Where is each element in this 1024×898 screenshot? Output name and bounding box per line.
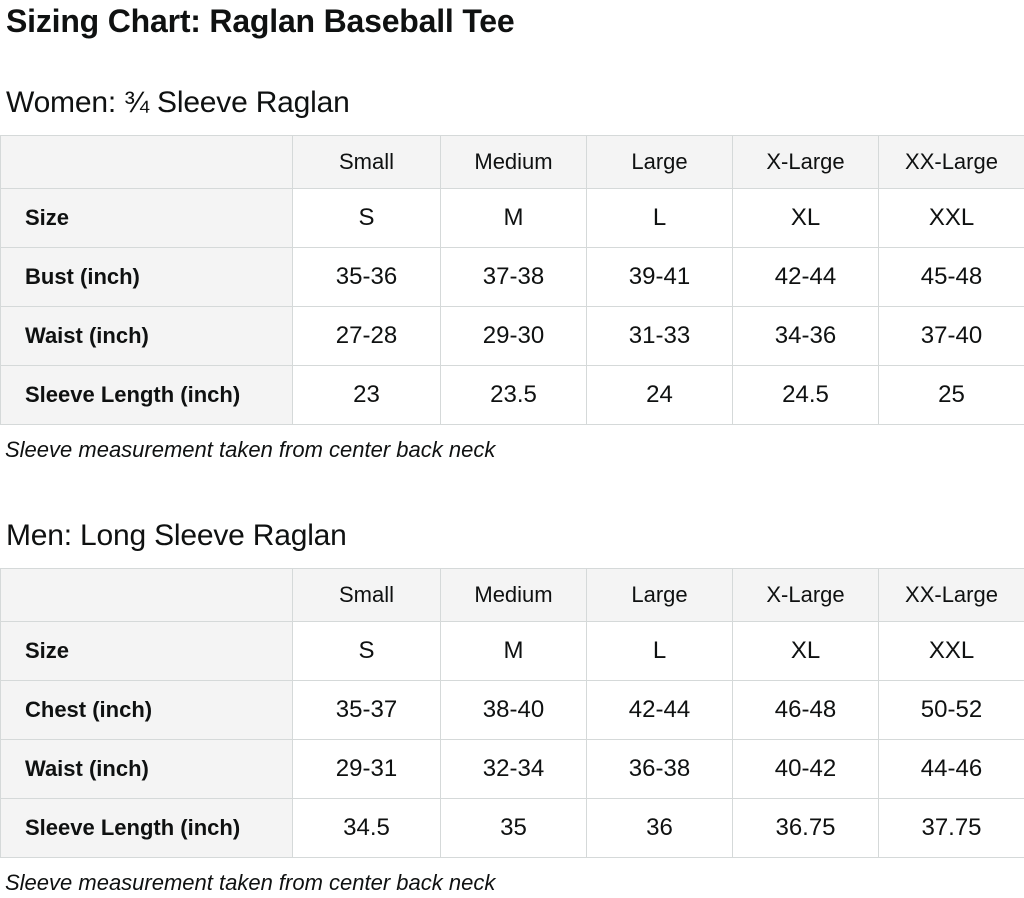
table-cell: 27-28 bbox=[292, 306, 441, 366]
table-cell: S bbox=[292, 188, 441, 248]
table-cell: 50-52 bbox=[878, 680, 1024, 740]
column-header-small: Small bbox=[292, 568, 441, 622]
women-heading: Women: ¾ Sleeve Raglan bbox=[6, 86, 350, 119]
table-cell: L bbox=[586, 621, 733, 681]
table-cell: 36 bbox=[586, 798, 733, 858]
table-cell: 37-40 bbox=[878, 306, 1024, 366]
table-cell: 36-38 bbox=[586, 739, 733, 799]
page-title: Sizing Chart: Raglan Baseball Tee bbox=[6, 3, 515, 39]
table-cell: 34.5 bbox=[292, 798, 441, 858]
column-header-blank bbox=[0, 135, 293, 189]
women-sleeve-row: Sleeve Length (inch) 23 23.5 24 24.5 25 bbox=[0, 365, 1024, 425]
table-cell: 29-31 bbox=[292, 739, 441, 799]
table-cell: 44-46 bbox=[878, 739, 1024, 799]
table-cell: 37.75 bbox=[878, 798, 1024, 858]
men-chest-row: Chest (inch) 35-37 38-40 42-44 46-48 50-… bbox=[0, 680, 1024, 740]
table-cell: 46-48 bbox=[732, 680, 879, 740]
women-header-row: Small Medium Large X-Large XX-Large bbox=[0, 135, 1024, 189]
row-label: Bust (inch) bbox=[0, 247, 293, 307]
column-header-xxlarge: XX-Large bbox=[878, 135, 1024, 189]
table-cell: 38-40 bbox=[440, 680, 587, 740]
women-section: Women: ¾ Sleeve Raglan Small Medium Larg… bbox=[0, 85, 1024, 463]
table-cell: XL bbox=[732, 188, 879, 248]
column-header-xlarge: X-Large bbox=[732, 568, 879, 622]
row-label: Size bbox=[0, 188, 293, 248]
men-size-row: Size S M L XL XXL bbox=[0, 621, 1024, 681]
table-cell: 23.5 bbox=[440, 365, 587, 425]
column-header-large: Large bbox=[586, 568, 733, 622]
table-cell: XXL bbox=[878, 621, 1024, 681]
row-label: Size bbox=[0, 621, 293, 681]
table-cell: S bbox=[292, 621, 441, 681]
women-size-row: Size S M L XL XXL bbox=[0, 188, 1024, 248]
table-cell: XL bbox=[732, 621, 879, 681]
row-label: Waist (inch) bbox=[0, 306, 293, 366]
column-header-blank bbox=[0, 568, 293, 622]
table-cell: 40-42 bbox=[732, 739, 879, 799]
men-size-table: Small Medium Large X-Large XX-Large Size… bbox=[0, 568, 1024, 858]
row-label: Waist (inch) bbox=[0, 739, 293, 799]
table-cell: 34-36 bbox=[732, 306, 879, 366]
table-cell: XXL bbox=[878, 188, 1024, 248]
men-waist-row: Waist (inch) 29-31 32-34 36-38 40-42 44-… bbox=[0, 739, 1024, 799]
table-cell: L bbox=[586, 188, 733, 248]
table-cell: 37-38 bbox=[440, 247, 587, 307]
table-cell: 35-37 bbox=[292, 680, 441, 740]
table-cell: 42-44 bbox=[586, 680, 733, 740]
table-cell: 23 bbox=[292, 365, 441, 425]
table-cell: M bbox=[440, 621, 587, 681]
table-cell: 31-33 bbox=[586, 306, 733, 366]
column-header-medium: Medium bbox=[440, 135, 587, 189]
table-cell: M bbox=[440, 188, 587, 248]
table-cell: 35-36 bbox=[292, 247, 441, 307]
men-heading: Men: Long Sleeve Raglan bbox=[6, 519, 347, 552]
women-size-table: Small Medium Large X-Large XX-Large Size… bbox=[0, 135, 1024, 425]
table-cell: 24.5 bbox=[732, 365, 879, 425]
column-header-xxlarge: XX-Large bbox=[878, 568, 1024, 622]
row-label: Sleeve Length (inch) bbox=[0, 365, 293, 425]
table-cell: 36.75 bbox=[732, 798, 879, 858]
table-cell: 39-41 bbox=[586, 247, 733, 307]
women-waist-row: Waist (inch) 27-28 29-30 31-33 34-36 37-… bbox=[0, 306, 1024, 366]
table-cell: 29-30 bbox=[440, 306, 587, 366]
column-header-xlarge: X-Large bbox=[732, 135, 879, 189]
men-section: Men: Long Sleeve Raglan Small Medium Lar… bbox=[0, 518, 1024, 896]
men-header-row: Small Medium Large X-Large XX-Large bbox=[0, 568, 1024, 622]
men-sleeve-note: Sleeve measurement taken from center bac… bbox=[5, 870, 496, 895]
row-label: Sleeve Length (inch) bbox=[0, 798, 293, 858]
women-sleeve-note: Sleeve measurement taken from center bac… bbox=[5, 437, 496, 462]
column-header-small: Small bbox=[292, 135, 441, 189]
women-bust-row: Bust (inch) 35-36 37-38 39-41 42-44 45-4… bbox=[0, 247, 1024, 307]
table-cell: 42-44 bbox=[732, 247, 879, 307]
table-cell: 45-48 bbox=[878, 247, 1024, 307]
column-header-large: Large bbox=[586, 135, 733, 189]
column-header-medium: Medium bbox=[440, 568, 587, 622]
table-cell: 25 bbox=[878, 365, 1024, 425]
row-label: Chest (inch) bbox=[0, 680, 293, 740]
table-cell: 35 bbox=[440, 798, 587, 858]
table-cell: 32-34 bbox=[440, 739, 587, 799]
table-cell: 24 bbox=[586, 365, 733, 425]
men-sleeve-row: Sleeve Length (inch) 34.5 35 36 36.75 37… bbox=[0, 798, 1024, 858]
